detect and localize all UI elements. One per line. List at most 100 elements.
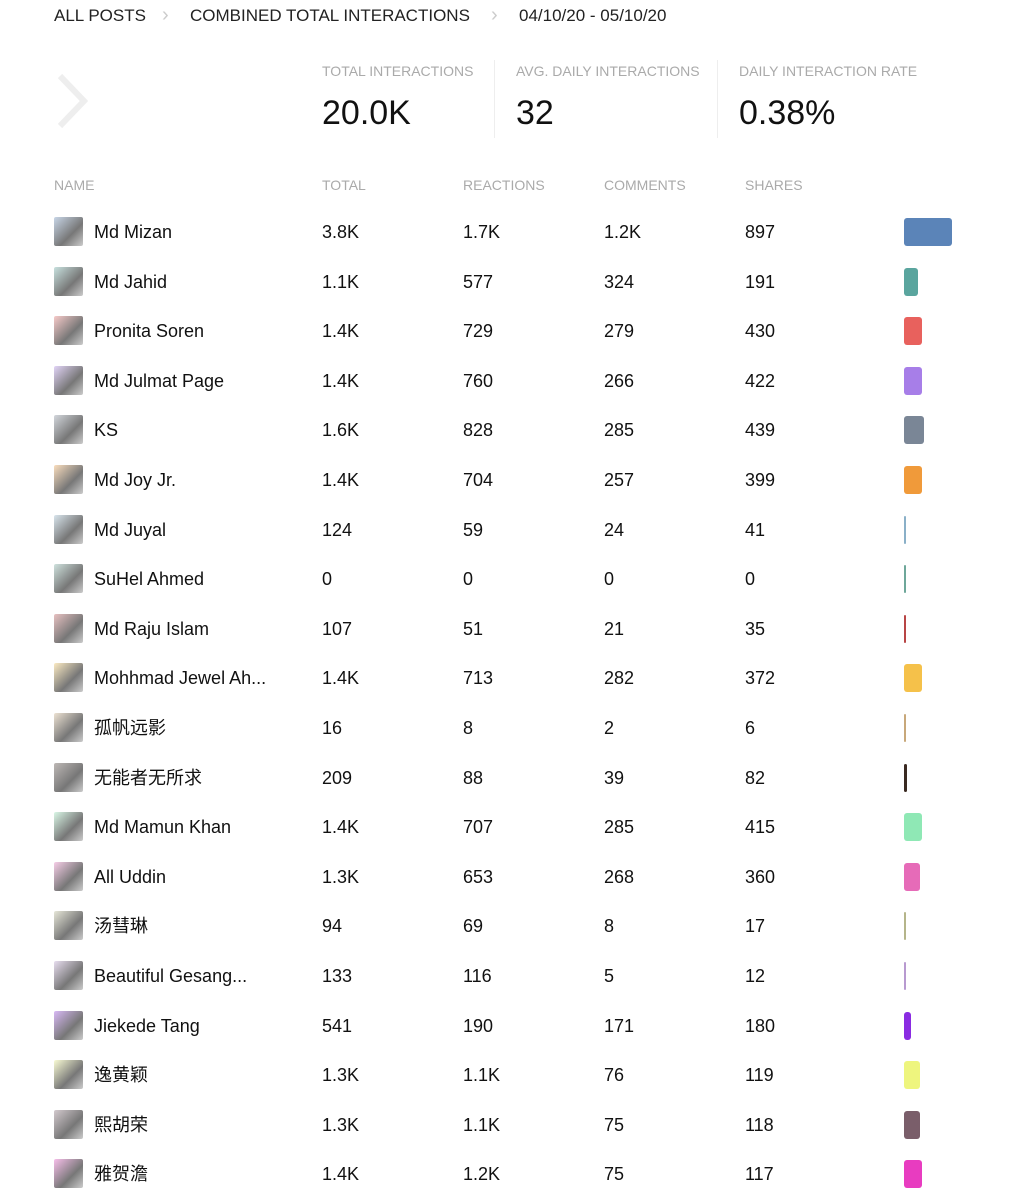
stat-label: TOTAL INTERACTIONS bbox=[322, 63, 474, 79]
name[interactable]: Mohhmad Jewel Ah... bbox=[94, 668, 267, 689]
avatar bbox=[54, 713, 83, 742]
bar bbox=[904, 664, 922, 693]
total: 133 bbox=[322, 966, 353, 986]
reactions: 713 bbox=[463, 668, 494, 689]
shares: 6 bbox=[745, 718, 756, 738]
shares: 41 bbox=[745, 519, 766, 540]
total: 1.4K bbox=[322, 668, 360, 689]
avatar bbox=[54, 613, 83, 643]
name[interactable]: 逸黄颖 bbox=[94, 1065, 148, 1086]
breadcrumb-item[interactable]: 04/10/20 - 05/10/20 bbox=[519, 6, 667, 25]
total: 1.4K bbox=[322, 470, 360, 490]
column-header[interactable]: NAME bbox=[54, 177, 95, 193]
comments: 5 bbox=[604, 966, 615, 986]
name[interactable]: Md Jahid bbox=[94, 271, 168, 292]
avatar bbox=[54, 961, 83, 990]
comments: 1.2K bbox=[604, 222, 642, 242]
bar bbox=[904, 218, 952, 246]
avatar bbox=[54, 911, 83, 941]
total: 1.3K bbox=[322, 1065, 360, 1086]
column-header[interactable]: COMMENTS bbox=[604, 177, 686, 193]
bar bbox=[904, 416, 925, 445]
reactions: 760 bbox=[463, 370, 494, 391]
comments: 75 bbox=[604, 1114, 625, 1135]
total: 124 bbox=[322, 519, 353, 540]
name[interactable]: Beautiful Gesang... bbox=[94, 966, 248, 986]
chevron[interactable] bbox=[52, 70, 96, 132]
comments: 279 bbox=[604, 321, 635, 342]
total: 1.6K bbox=[322, 420, 360, 441]
shares: 119 bbox=[745, 1065, 774, 1086]
shares: 117 bbox=[745, 1164, 774, 1185]
avatar bbox=[54, 1010, 83, 1040]
avatar bbox=[54, 564, 83, 594]
column-header[interactable]: TOTAL bbox=[322, 177, 366, 193]
comments: 2 bbox=[604, 718, 615, 738]
shares: 897 bbox=[745, 222, 776, 242]
divider bbox=[494, 60, 495, 138]
name[interactable]: Md Juyal bbox=[94, 519, 167, 540]
name[interactable]: SuHel Ahmed bbox=[94, 569, 205, 590]
reactions: 729 bbox=[463, 321, 494, 342]
reactions: 1.2K bbox=[463, 1164, 501, 1185]
avatar bbox=[54, 217, 83, 246]
total: 1.3K bbox=[322, 1114, 360, 1135]
name[interactable]: 熙胡荣 bbox=[94, 1114, 148, 1135]
stat-value: 20.0K bbox=[322, 94, 411, 132]
name[interactable]: Md Mizan bbox=[94, 222, 173, 242]
avatar bbox=[54, 266, 83, 296]
comments: 75 bbox=[604, 1164, 625, 1185]
bar bbox=[904, 565, 906, 594]
name[interactable]: All Uddin bbox=[94, 866, 167, 887]
name[interactable]: 无能者无所求 bbox=[94, 767, 202, 788]
name[interactable]: Md Raju Islam bbox=[94, 618, 210, 639]
bar bbox=[904, 714, 906, 742]
avatar bbox=[54, 1060, 83, 1090]
bar bbox=[904, 912, 906, 941]
name[interactable]: 雅贺澹 bbox=[94, 1164, 148, 1185]
name[interactable]: Jiekede Tang bbox=[94, 1015, 200, 1036]
avatar bbox=[54, 415, 83, 445]
shares: 82 bbox=[745, 767, 766, 788]
name[interactable]: Md Julmat Page bbox=[94, 370, 225, 391]
bar bbox=[904, 1160, 922, 1189]
total: 1.3K bbox=[322, 866, 360, 887]
name[interactable]: 孤帆远影 bbox=[94, 718, 166, 738]
shares: 17 bbox=[745, 916, 766, 937]
comments: 285 bbox=[604, 817, 635, 838]
reactions: 1.1K bbox=[463, 1114, 501, 1135]
shares: 12 bbox=[745, 966, 766, 986]
bar bbox=[904, 1110, 921, 1139]
bar bbox=[904, 466, 922, 494]
name[interactable]: Pronita Soren bbox=[94, 321, 205, 342]
bar bbox=[904, 614, 906, 643]
avatar bbox=[54, 365, 83, 395]
name[interactable]: 汤彗琳 bbox=[94, 916, 148, 937]
avatar bbox=[54, 663, 83, 693]
breadcrumb-item[interactable]: ALL POSTS bbox=[54, 6, 146, 25]
avatar bbox=[54, 812, 83, 842]
column-header[interactable]: SHARES bbox=[745, 177, 803, 193]
total: 1.4K bbox=[322, 321, 360, 342]
avatar bbox=[54, 316, 83, 346]
name[interactable]: Md Mamun Khan bbox=[94, 817, 232, 838]
comments: 24 bbox=[604, 519, 625, 540]
reactions: 577 bbox=[463, 271, 494, 292]
name[interactable]: KS bbox=[94, 420, 119, 441]
shares: 118 bbox=[745, 1114, 774, 1135]
total: 1.4K bbox=[322, 370, 360, 391]
name[interactable]: Md Joy Jr. bbox=[94, 470, 177, 490]
breadcrumb-item[interactable]: COMBINED TOTAL INTERACTIONS bbox=[190, 6, 470, 25]
shares: 0 bbox=[745, 569, 756, 590]
column-header[interactable]: REACTIONS bbox=[463, 177, 545, 193]
bar bbox=[904, 317, 922, 346]
comments: 268 bbox=[604, 866, 635, 887]
total: 1.4K bbox=[322, 1164, 360, 1185]
avatar bbox=[54, 861, 83, 891]
comments: 285 bbox=[604, 420, 635, 441]
total: 94 bbox=[322, 916, 343, 937]
comments: 171 bbox=[604, 1015, 635, 1036]
bar bbox=[904, 862, 921, 891]
total: 541 bbox=[322, 1015, 353, 1036]
shares: 372 bbox=[745, 668, 776, 689]
